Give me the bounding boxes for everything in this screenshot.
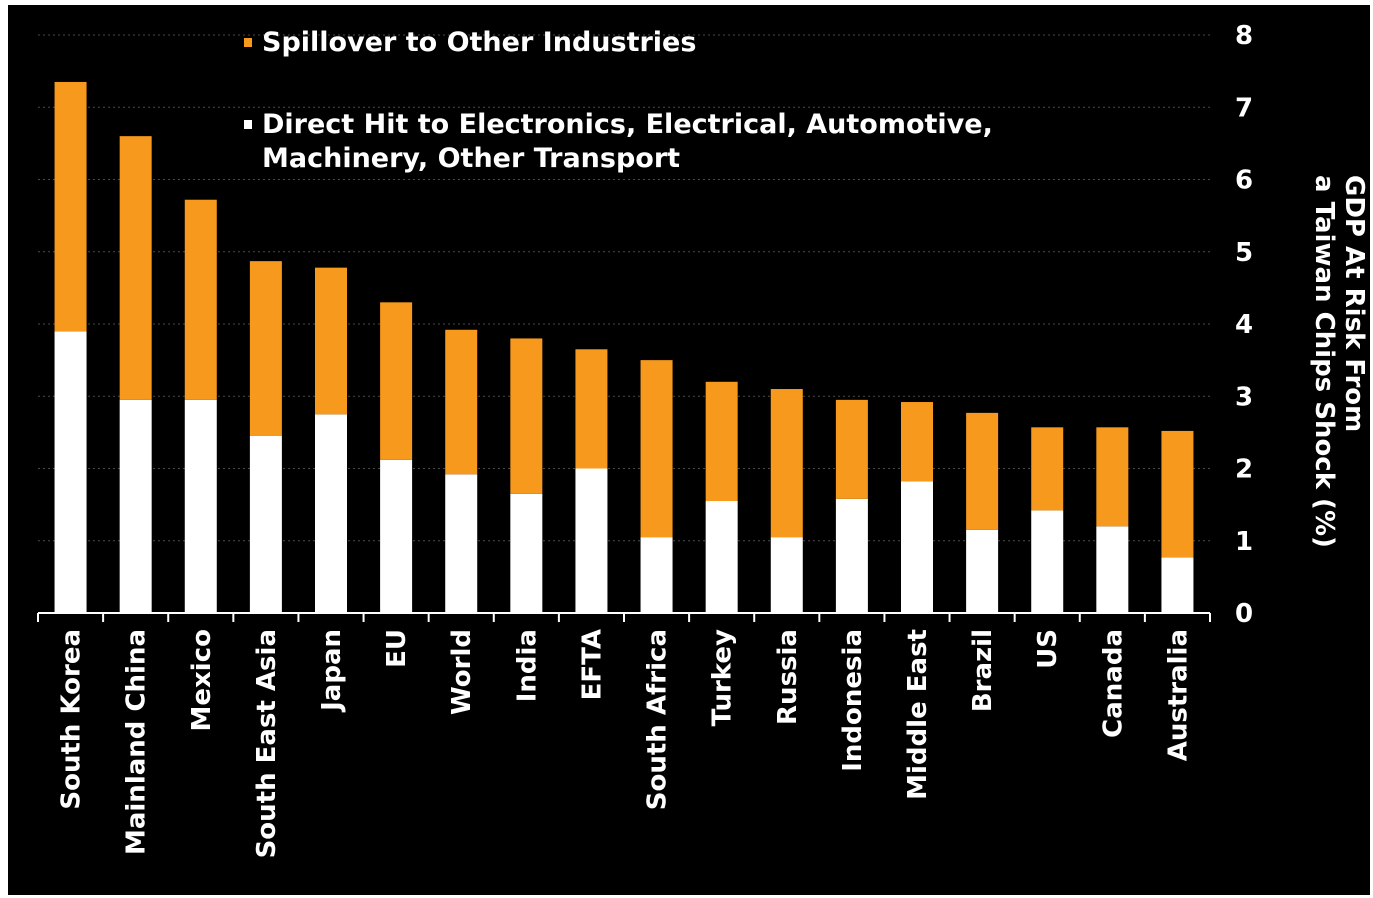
bar-spillover <box>966 412 999 530</box>
bar-direct-hit <box>1096 526 1129 613</box>
bar-spillover <box>315 267 347 415</box>
bar-direct-hit <box>249 435 282 613</box>
category-label: Brazil <box>968 629 998 712</box>
category-label: EFTA <box>577 629 607 700</box>
category-label: Canada <box>1098 629 1128 738</box>
category-label: Turkey <box>708 629 738 726</box>
bar-direct-hit <box>640 537 673 613</box>
category-label: Russia <box>773 629 803 725</box>
category-label: World <box>447 629 477 715</box>
chart-svg: 0 1 2 3 4 5 6 7 8 South Korea Mainland China Mexic… <box>37 21 1369 858</box>
gridlines <box>38 34 1210 542</box>
category-label: South Korea <box>57 629 87 810</box>
y-tick-label: 4 <box>1235 310 1253 340</box>
bar-spillover <box>380 302 413 460</box>
bar-spillover <box>119 136 152 400</box>
bar-spillover <box>640 360 673 538</box>
y-axis-ticks: 0 1 2 3 4 5 6 7 8 <box>1235 21 1253 629</box>
bar-direct-hit <box>510 493 543 613</box>
bar-direct-hit <box>315 414 347 613</box>
bar-direct-hit <box>184 399 217 613</box>
y-tick-label: 8 <box>1235 21 1253 51</box>
bar-spillover <box>1031 427 1064 511</box>
y-axis-title-line: a Taiwan Chips Shock (%) <box>1309 175 1339 548</box>
y-tick-label: 2 <box>1235 455 1253 485</box>
category-label: India <box>512 629 542 702</box>
legend-label: Machinery, Other Transport <box>262 143 680 174</box>
bar-direct-hit <box>119 399 152 613</box>
category-labels: South Korea Mainland China Mexico South Eas… <box>57 629 1194 858</box>
bar-spillover <box>249 261 282 436</box>
bar-spillover <box>510 338 543 494</box>
bar-direct-hit <box>770 537 803 613</box>
category-label: Australia <box>1163 629 1193 761</box>
legend-label: Direct Hit to Electronics, Electrical, A… <box>262 109 993 140</box>
y-tick-label: 7 <box>1235 93 1253 123</box>
bar-spillover <box>54 81 87 332</box>
legend-swatch <box>244 120 252 129</box>
bar-direct-hit <box>575 468 608 613</box>
bar-direct-hit <box>54 331 87 613</box>
category-label: US <box>1033 629 1063 669</box>
bar-direct-hit <box>445 474 478 613</box>
bar-direct-hit <box>901 481 933 613</box>
y-tick-label: 0 <box>1235 599 1253 629</box>
bar-spillover <box>184 199 217 400</box>
category-label: South Africa <box>643 629 673 810</box>
legend-label: Spillover to Other Industries <box>262 27 696 58</box>
bar-spillover <box>770 389 803 538</box>
bar-spillover <box>575 349 608 469</box>
bar-direct-hit <box>1161 557 1194 613</box>
category-label: Middle East <box>903 629 933 800</box>
bar-direct-hit <box>1031 510 1064 613</box>
category-label: Mainland China <box>122 629 152 855</box>
bar-spillover <box>705 381 738 502</box>
chart-frame: 0 1 2 3 4 5 6 7 8 South Korea Mainland China Mexic… <box>8 5 1370 895</box>
legend-swatch <box>244 38 252 47</box>
y-axis-title-line: GDP At Risk From <box>1339 175 1369 432</box>
y-tick-label: 1 <box>1235 527 1253 557</box>
bar-spillover <box>1096 427 1129 527</box>
y-tick-label: 6 <box>1235 166 1253 196</box>
bar-spillover <box>445 329 478 475</box>
bar-direct-hit <box>705 501 738 613</box>
category-label: EU <box>382 629 412 668</box>
y-tick-label: 5 <box>1235 238 1253 268</box>
bar-spillover <box>1161 430 1194 558</box>
category-label: Indonesia <box>838 629 868 772</box>
category-label: Japan <box>317 629 347 713</box>
bar-direct-hit <box>835 498 868 613</box>
bar-direct-hit <box>380 459 413 613</box>
category-label: Mexico <box>187 629 217 731</box>
x-axis <box>37 612 1211 622</box>
bar-direct-hit <box>966 529 999 613</box>
legend: Spillover to Other Industries Direct Hit … <box>244 27 993 174</box>
bar-spillover <box>901 402 933 482</box>
bars <box>54 81 1194 613</box>
category-label: South East Asia <box>252 629 282 858</box>
y-tick-label: 3 <box>1235 382 1253 412</box>
bar-spillover <box>835 399 868 499</box>
